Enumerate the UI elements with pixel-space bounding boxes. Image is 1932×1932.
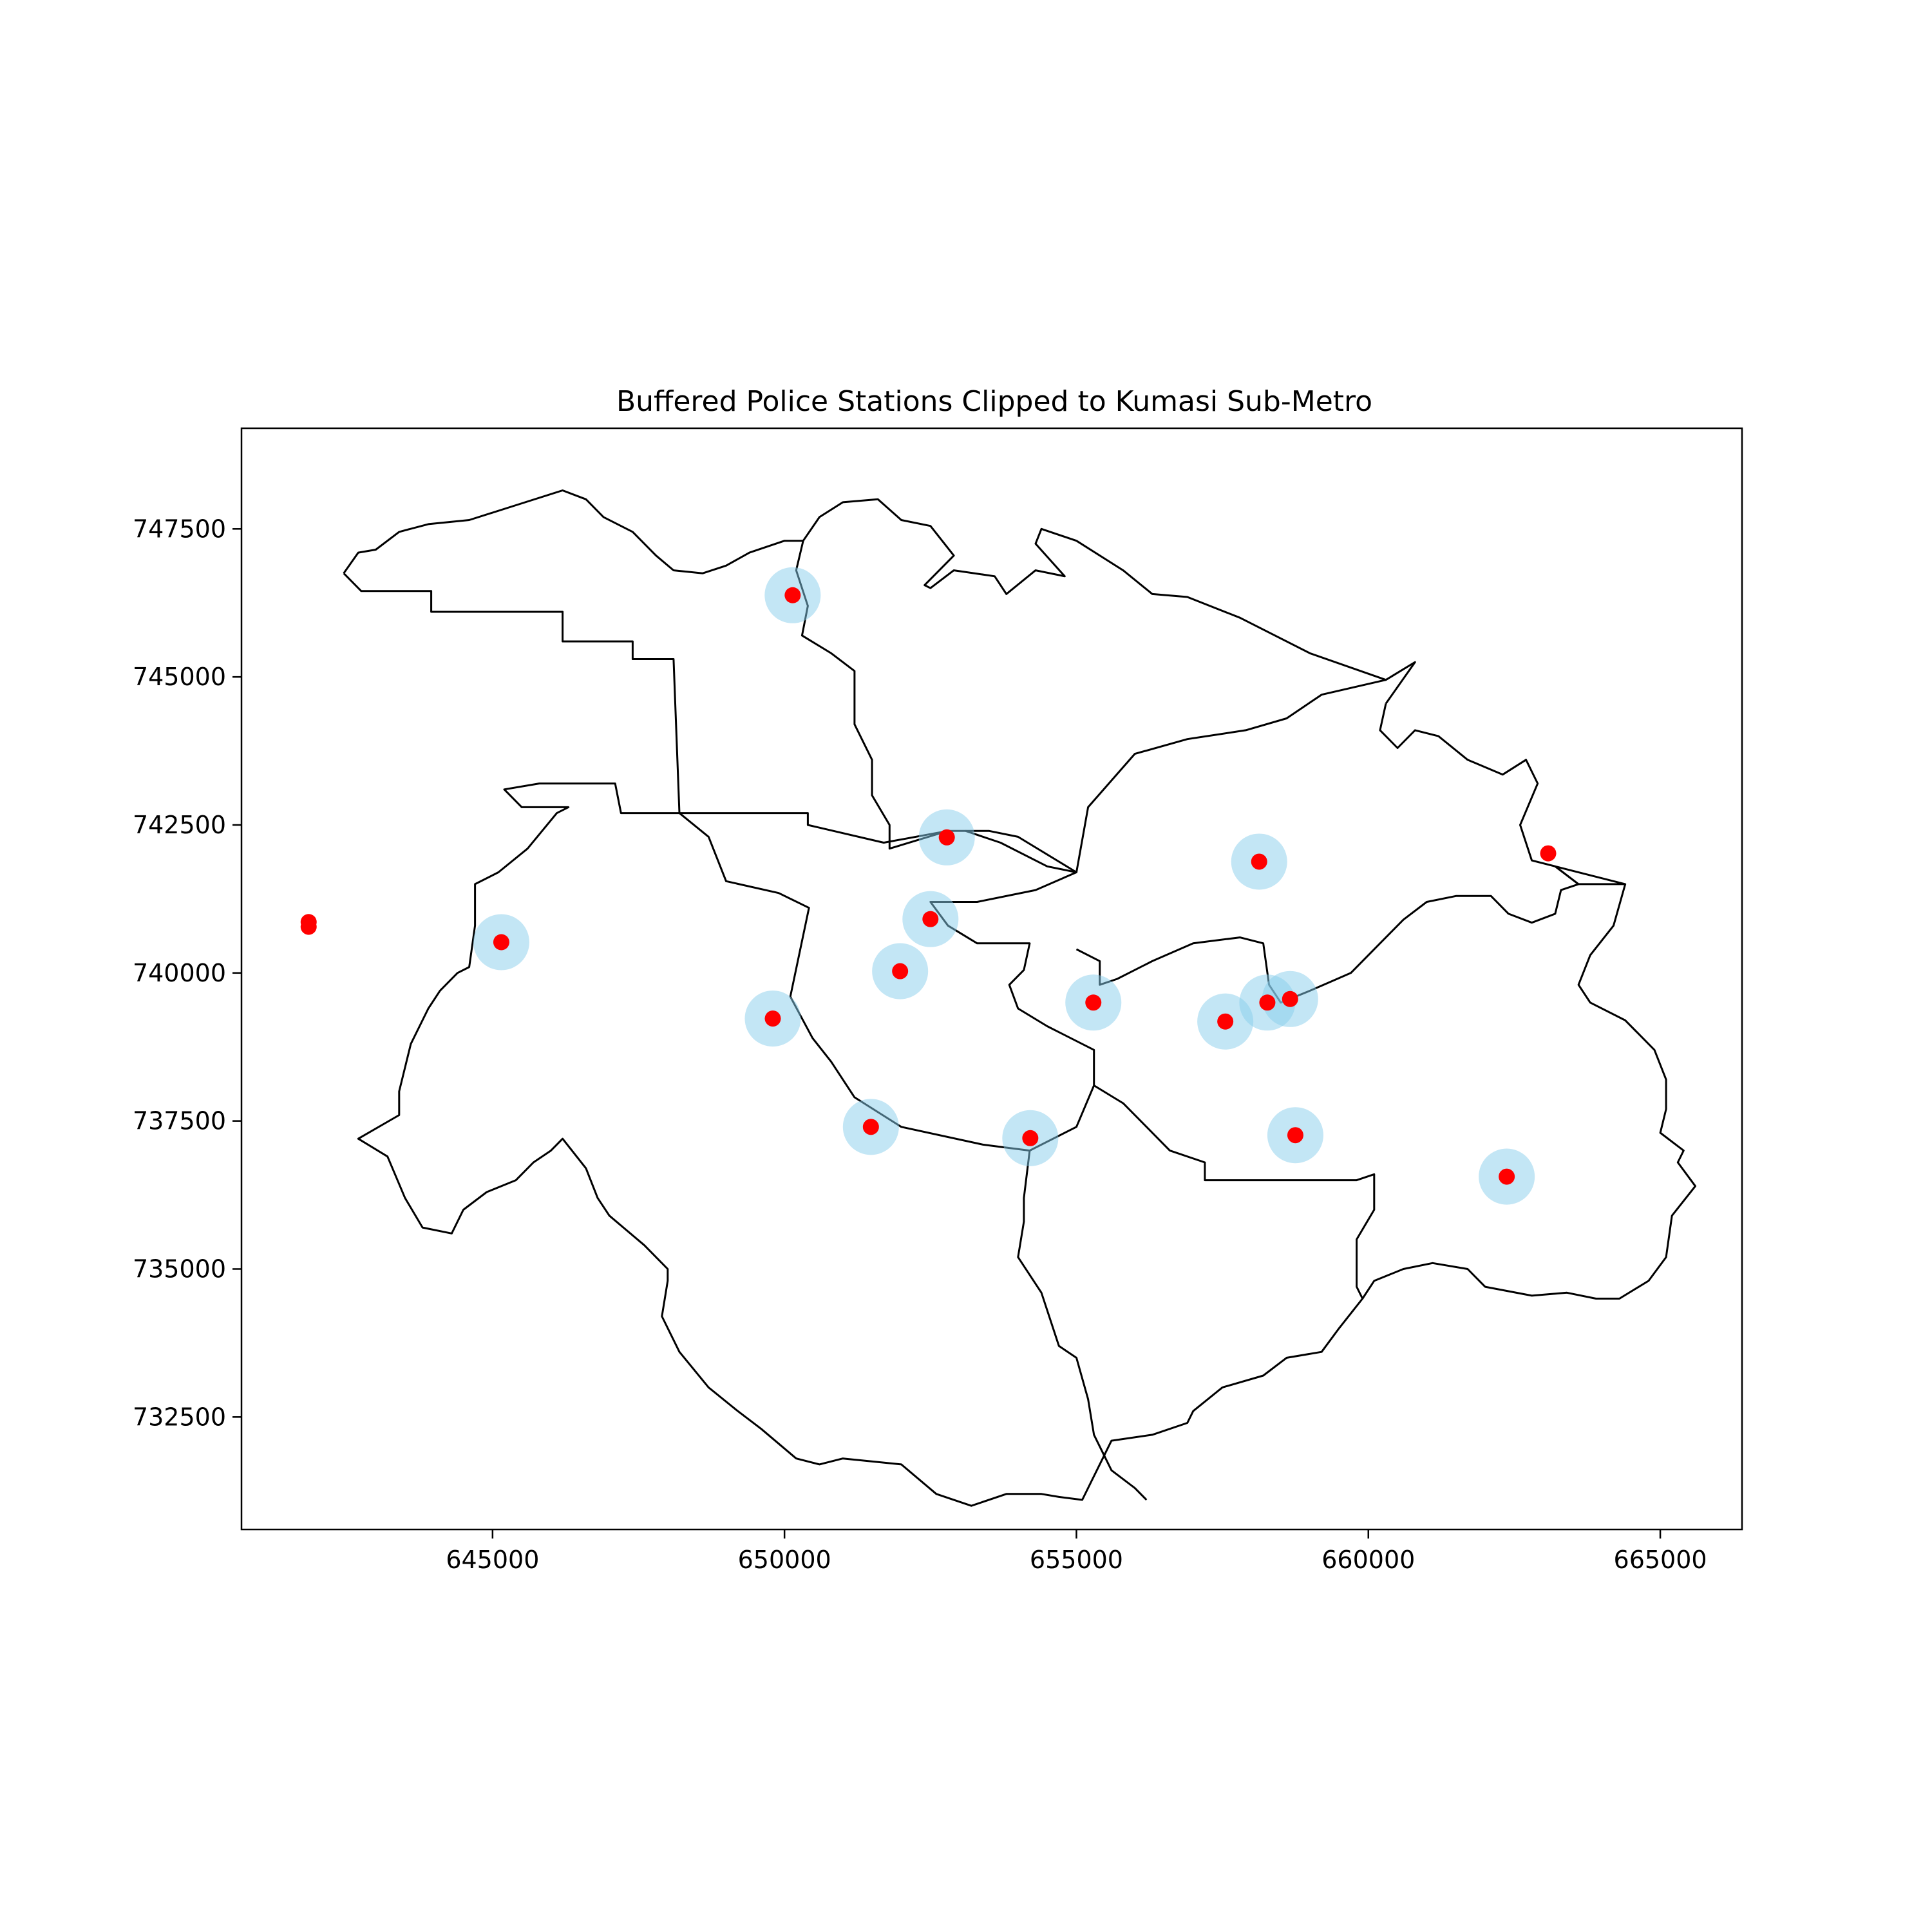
police-station-point-5 — [938, 829, 955, 846]
boundary-line-6 — [1075, 703, 1580, 1004]
police-station-point-17 — [1499, 1168, 1515, 1185]
police-station-point-13 — [1259, 994, 1276, 1011]
station-buffers — [473, 567, 1535, 1205]
y-tick-label: 740000 — [133, 959, 226, 987]
x-tick-label: 665000 — [1614, 1546, 1707, 1574]
y-tick-label: 745000 — [133, 663, 226, 691]
y-tick-label: 737500 — [133, 1107, 226, 1135]
x-tick-label: 645000 — [446, 1546, 539, 1574]
police-station-point-3 — [493, 934, 509, 951]
x-tick-label: 650000 — [738, 1546, 831, 1574]
y-tick-label: 747500 — [133, 515, 226, 543]
boundary-line-5 — [1075, 679, 1387, 873]
sub-metro-boundaries — [343, 489, 1696, 1507]
police-station-point-14 — [1282, 990, 1298, 1007]
police-station-point-2 — [300, 914, 317, 931]
plot-frame — [240, 427, 1743, 1531]
y-axis: 732500 735000 737500 740000 742500 745000 7475… — [133, 515, 242, 1431]
boundary-line-1 — [343, 489, 1416, 705]
police-station-point-16 — [1287, 1127, 1303, 1144]
police-station-point-9 — [862, 1119, 879, 1135]
chart-title: Buffered Police Stations Clipped to Kuma… — [616, 385, 1372, 418]
x-tick-label: 655000 — [1030, 1546, 1123, 1574]
x-tick-label: 660000 — [1321, 1546, 1415, 1574]
boundary-line-2 — [343, 573, 1095, 1152]
boundary-line-7 — [1361, 865, 1696, 1300]
police-station-point-15 — [1251, 853, 1267, 870]
police-station-point-12 — [1217, 1013, 1234, 1030]
police-station-point-6 — [922, 911, 939, 927]
boundary-line-3 — [679, 812, 1077, 873]
police-station-point-18 — [1540, 845, 1557, 862]
police-station-point-8 — [764, 1010, 781, 1027]
y-tick-label: 735000 — [133, 1255, 226, 1283]
police-station-points — [300, 587, 1557, 1185]
y-tick-label: 732500 — [133, 1403, 226, 1431]
x-axis: 645000 650000 655000 660000 665000 — [446, 1530, 1707, 1574]
police-station-point-7 — [892, 963, 909, 980]
y-tick-label: 742500 — [133, 811, 226, 839]
police-station-point-11 — [1085, 994, 1102, 1011]
boundary-line-8 — [357, 782, 1376, 1507]
police-station-point-10 — [1022, 1130, 1039, 1146]
boundary-line-9 — [1017, 1150, 1148, 1501]
police-station-point-4 — [784, 587, 801, 603]
